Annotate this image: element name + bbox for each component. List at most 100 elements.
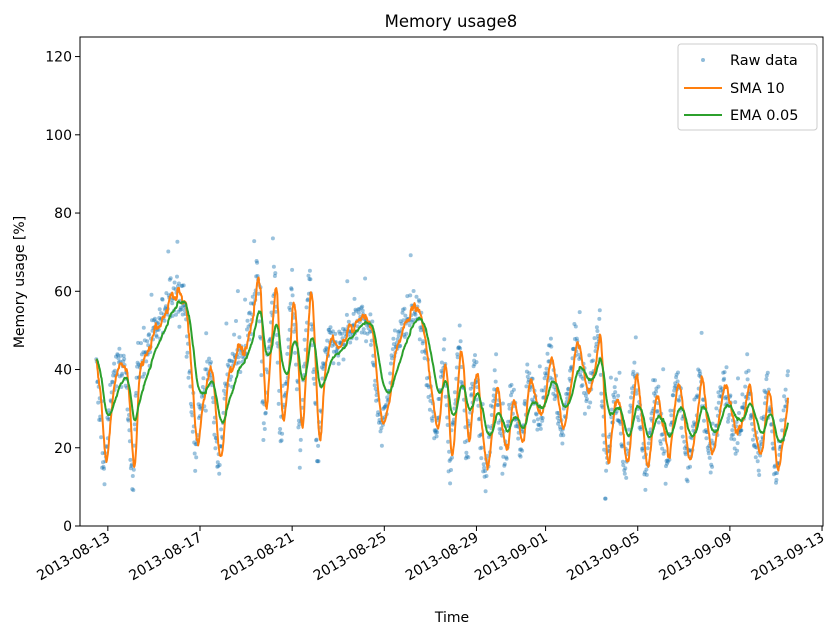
raw-data-point xyxy=(504,456,509,461)
raw-data-point xyxy=(363,276,368,281)
raw-data-point xyxy=(721,378,726,382)
raw-data-point xyxy=(598,372,603,377)
raw-data-point xyxy=(485,453,490,458)
raw-data-point xyxy=(427,407,432,412)
raw-data-point xyxy=(750,437,755,442)
raw-data-point xyxy=(669,413,674,418)
raw-data-point xyxy=(759,439,764,444)
raw-data-point xyxy=(163,304,168,309)
raw-data-point xyxy=(157,316,162,320)
raw-data-point xyxy=(727,412,732,417)
raw-data-point xyxy=(617,418,621,423)
raw-data-point xyxy=(476,417,481,422)
raw-data-point xyxy=(658,441,663,446)
raw-data-point xyxy=(532,419,537,424)
raw-data-point xyxy=(701,397,705,402)
raw-data-point xyxy=(483,469,488,473)
raw-data-point xyxy=(401,307,405,312)
raw-data-point xyxy=(238,370,243,374)
raw-data-point xyxy=(549,344,554,349)
y-tick-label: 60 xyxy=(54,284,72,300)
raw-data-point xyxy=(134,375,139,380)
raw-data-point xyxy=(463,456,468,461)
raw-data-point xyxy=(288,301,293,306)
raw-data-point xyxy=(373,386,378,391)
x-axis-label: Time xyxy=(434,610,469,626)
raw-data-point xyxy=(301,364,306,369)
raw-data-point xyxy=(417,337,422,342)
raw-data-point xyxy=(320,376,325,381)
raw-data-point xyxy=(106,408,111,413)
raw-data-point xyxy=(302,337,307,342)
raw-data-point xyxy=(651,378,656,383)
raw-data-point xyxy=(489,413,494,417)
raw-data-point xyxy=(368,312,373,317)
y-tick-label: 40 xyxy=(54,363,72,379)
raw-data-point xyxy=(385,395,390,400)
raw-data-point xyxy=(345,279,350,284)
raw-data-point xyxy=(324,347,329,352)
raw-data-point xyxy=(361,327,366,332)
raw-data-point xyxy=(670,393,675,398)
raw-data-point xyxy=(235,289,240,294)
legend-label-ema-005: EMA 0.05 xyxy=(730,108,799,124)
raw-data-point xyxy=(141,325,146,330)
raw-data-point xyxy=(769,422,774,427)
raw-data-point xyxy=(275,360,280,365)
raw-data-point xyxy=(785,373,790,378)
raw-data-point xyxy=(382,405,387,410)
raw-data-point xyxy=(735,441,740,446)
raw-data-point xyxy=(135,364,140,369)
raw-data-point xyxy=(620,459,625,464)
raw-data-point xyxy=(668,422,673,427)
raw-data-point xyxy=(227,358,232,363)
raw-data-point xyxy=(273,309,278,314)
raw-data-point xyxy=(666,459,670,464)
raw-data-point xyxy=(652,391,656,396)
raw-data-point xyxy=(294,387,299,392)
raw-data-point xyxy=(680,434,685,439)
raw-data-point xyxy=(290,267,295,272)
raw-data-point xyxy=(611,392,616,397)
raw-data-point xyxy=(333,331,338,336)
raw-data-point xyxy=(616,393,621,398)
raw-data-point xyxy=(97,417,102,422)
raw-data-point xyxy=(529,385,534,390)
raw-data-point xyxy=(341,326,345,331)
raw-data-point xyxy=(405,294,410,299)
raw-data-point xyxy=(337,329,342,334)
raw-data-point xyxy=(225,362,230,367)
raw-data-point xyxy=(215,460,220,465)
raw-data-point xyxy=(697,369,702,374)
raw-data-point xyxy=(561,433,566,438)
raw-data-point xyxy=(686,465,691,470)
raw-data-point xyxy=(572,322,577,326)
raw-data-point xyxy=(307,277,312,282)
raw-data-point xyxy=(123,383,128,388)
raw-data-point xyxy=(446,439,451,444)
raw-data-point xyxy=(735,448,740,453)
raw-data-point xyxy=(525,362,530,367)
raw-data-point xyxy=(401,318,406,323)
raw-data-point xyxy=(416,298,421,303)
raw-data-point xyxy=(245,327,249,332)
raw-data-point xyxy=(724,365,729,370)
raw-data-point xyxy=(767,409,772,414)
raw-data-point xyxy=(305,298,310,303)
raw-data-point xyxy=(535,427,540,432)
raw-data-point xyxy=(434,428,439,433)
raw-data-point xyxy=(98,414,103,419)
raw-data-point xyxy=(497,427,502,432)
raw-data-point xyxy=(194,455,199,460)
raw-data-point xyxy=(204,367,209,372)
raw-data-point xyxy=(494,352,499,357)
raw-data-point xyxy=(518,454,523,459)
raw-data-point xyxy=(224,321,229,326)
raw-data-point xyxy=(558,427,563,432)
raw-data-point xyxy=(588,371,593,375)
raw-data-point xyxy=(672,388,677,393)
raw-data-point xyxy=(702,429,707,434)
raw-data-point xyxy=(469,393,474,398)
raw-data-point xyxy=(673,384,678,389)
raw-data-point xyxy=(690,424,695,429)
